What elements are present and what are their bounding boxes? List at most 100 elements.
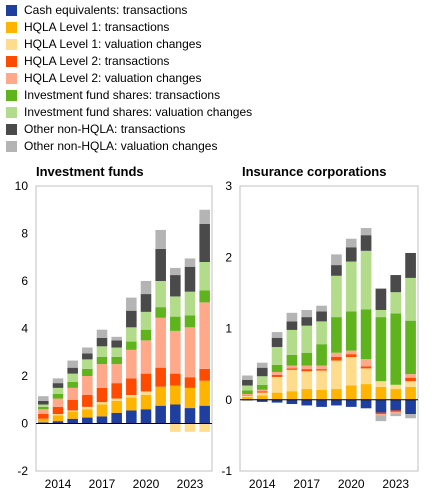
bar-inv-tx-2022	[375, 317, 387, 382]
bar-other-val-2019	[331, 254, 342, 266]
bar-hqla1-val-2015	[67, 410, 78, 412]
x-tick-label: 2020	[133, 477, 160, 491]
bar-inv-val-2019	[126, 327, 137, 342]
bar-other-tx-2016	[82, 353, 93, 360]
bar-hqla2-tx-2015	[67, 399, 78, 411]
legend-swatch	[6, 5, 17, 16]
bar-hqla2-val-2020	[345, 350, 357, 355]
bar-hqla1-tx-2024	[405, 386, 416, 400]
bar-hqla1-val-2013	[242, 395, 253, 397]
x-tick-label: 2014	[45, 477, 72, 491]
bar-inv-tx-2014	[52, 393, 64, 399]
bar-other-val-2022	[375, 415, 387, 422]
y-tick-label: 8	[21, 227, 28, 241]
bar-cash-2018	[111, 412, 122, 424]
bar-cash-2022	[170, 404, 181, 424]
legend-swatch	[6, 124, 17, 135]
bar-other-val-2015	[67, 360, 78, 368]
bar-inv-val-2023	[184, 291, 196, 316]
bar-other-val-2018	[111, 336, 122, 341]
bar-hqla2-val-2013	[38, 409, 49, 414]
bar-hqla2-tx-2023	[184, 377, 196, 388]
bar-hqla1-tx-2024	[199, 380, 210, 406]
bar-inv-tx-2017	[301, 352, 313, 366]
bar-hqla2-val-2024	[199, 302, 210, 369]
bar-hqla2-tx-2020	[345, 354, 357, 357]
bar-hqla1-tx-2017	[301, 389, 313, 400]
bar-other-tx-2015	[67, 367, 78, 374]
bar-other-tx-2021	[155, 248, 166, 281]
bar-inv-tx-2018	[111, 357, 122, 365]
bar-inv-tx-2020	[345, 311, 357, 351]
x-tick-label: 2014	[249, 477, 276, 491]
legend: Cash equivalents: transactions HQLA Level…	[6, 2, 426, 155]
bar-hqla1-tx-2018	[111, 400, 122, 413]
plot-frame	[35, 185, 213, 472]
bar-other-val-2015	[271, 332, 283, 338]
x-tick-label: 2023	[177, 477, 204, 491]
y-tick-label: 0	[21, 417, 28, 431]
bar-hqla2-tx-2014	[256, 391, 268, 393]
chart-panel-2: Insurance corporations -1 0 1 2 3 2014 2017 2020…	[221, 164, 419, 491]
legend-label: Investment fund shares: transactions	[24, 88, 221, 102]
bar-hqla2-tx-2015	[271, 374, 283, 377]
bar-inv-tx-2013	[38, 406, 49, 410]
bar-hqla1-tx-2019	[331, 389, 342, 400]
bar-other-val-2014	[52, 378, 64, 384]
bar-other-tx-2015	[271, 337, 283, 348]
bar-hqla1-tx-2020	[345, 385, 357, 400]
bar-cash-2024	[199, 405, 210, 424]
bar-inv-tx-2018	[316, 344, 327, 366]
bar-hqla1-val-2021	[360, 368, 372, 385]
bar-hqla2-val-2023	[390, 411, 402, 414]
bar-other-tx-2016	[286, 321, 298, 330]
bar-hqla1-val-2020	[345, 357, 357, 386]
bar-other-val-2019	[126, 297, 137, 311]
bar-inv-val-2016	[286, 329, 298, 355]
bar-hqla2-val-2021	[360, 359, 372, 367]
bar-hqla2-val-2019	[126, 349, 137, 379]
bar-hqla1-val-2019	[331, 360, 342, 390]
bar-cash-2021	[360, 399, 372, 409]
bar-cash-2015	[271, 399, 283, 403]
bar-hqla1-val-2014	[52, 414, 64, 416]
bar-hqla2-tx-2023	[390, 410, 402, 412]
y-tick-label: 4	[21, 322, 28, 336]
legend-label: Other non-HQLA: transactions	[24, 122, 186, 136]
bar-hqla1-val-2014	[256, 392, 268, 396]
bar-hqla2-tx-2016	[82, 395, 93, 407]
bar-inv-val-2020	[345, 261, 357, 312]
y-tick-label: 2	[21, 369, 28, 383]
bar-other-val-2023	[390, 413, 402, 417]
bar-hqla1-val-2020	[140, 391, 152, 395]
bar-other-tx-2013	[242, 379, 253, 386]
bar-other-tx-2020	[345, 247, 357, 262]
bar-hqla2-tx-2018	[111, 383, 122, 399]
bar-cash-2023	[390, 399, 402, 411]
bar-other-tx-2018	[111, 340, 122, 348]
plot-frame	[239, 185, 419, 472]
bar-hqla2-tx-2021	[155, 367, 166, 387]
bar-hqla2-val-2016	[286, 365, 298, 369]
legend-swatch	[6, 56, 17, 67]
panel-title-investment-funds: Investment funds	[36, 164, 144, 179]
bar-inv-tx-2024	[405, 320, 416, 375]
legend-swatch	[6, 73, 17, 84]
legend-swatch	[6, 107, 17, 118]
bar-inv-val-2013	[242, 385, 253, 391]
legend-item-hqla1-tx: HQLA Level 1: transactions	[6, 19, 426, 36]
bar-inv-val-2014	[256, 376, 268, 385]
legend-label: Cash equivalents: transactions	[24, 3, 188, 17]
bar-other-tx-2023	[184, 266, 196, 292]
x-tick-label: 2017	[293, 477, 320, 491]
bar-hqla1-tx-2020	[140, 395, 152, 410]
bar-cash-2019	[126, 410, 137, 424]
bar-hqla2-val-2015	[271, 371, 283, 375]
bar-hqla2-val-2020	[140, 340, 152, 374]
legend-item-cash: Cash equivalents: transactions	[6, 2, 426, 19]
legend-label: HQLA Level 2: valuation changes	[24, 71, 202, 85]
bar-hqla1-tx-2019	[126, 397, 137, 411]
bar-inv-tx-2016	[286, 354, 298, 366]
bar-hqla1-val-2016	[286, 369, 298, 392]
